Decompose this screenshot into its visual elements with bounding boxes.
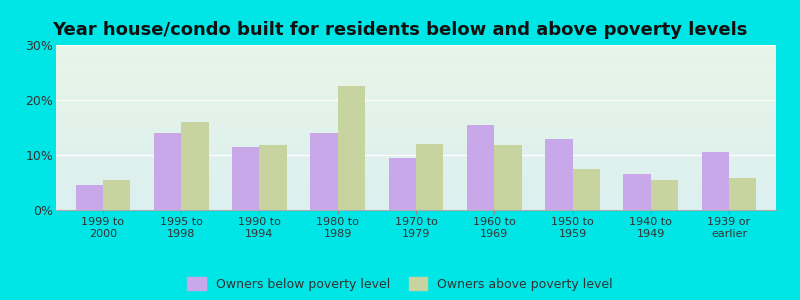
Legend: Owners below poverty level, Owners above poverty level: Owners below poverty level, Owners above… <box>187 277 613 291</box>
Bar <box>182 122 209 210</box>
Bar <box>702 152 729 210</box>
Bar <box>416 144 443 210</box>
Bar <box>650 180 678 210</box>
Bar <box>545 139 573 210</box>
Bar <box>310 133 338 210</box>
Bar <box>103 180 130 210</box>
Bar <box>232 147 259 210</box>
Bar <box>494 145 522 210</box>
Bar <box>623 174 650 210</box>
Bar <box>154 133 182 210</box>
Bar <box>573 169 600 210</box>
Bar <box>259 145 287 210</box>
Bar <box>729 178 757 210</box>
Bar <box>75 185 103 210</box>
Text: Year house/condo built for residents below and above poverty levels: Year house/condo built for residents bel… <box>52 21 748 39</box>
Bar <box>467 125 494 210</box>
Bar <box>389 158 416 210</box>
Bar <box>338 86 365 210</box>
